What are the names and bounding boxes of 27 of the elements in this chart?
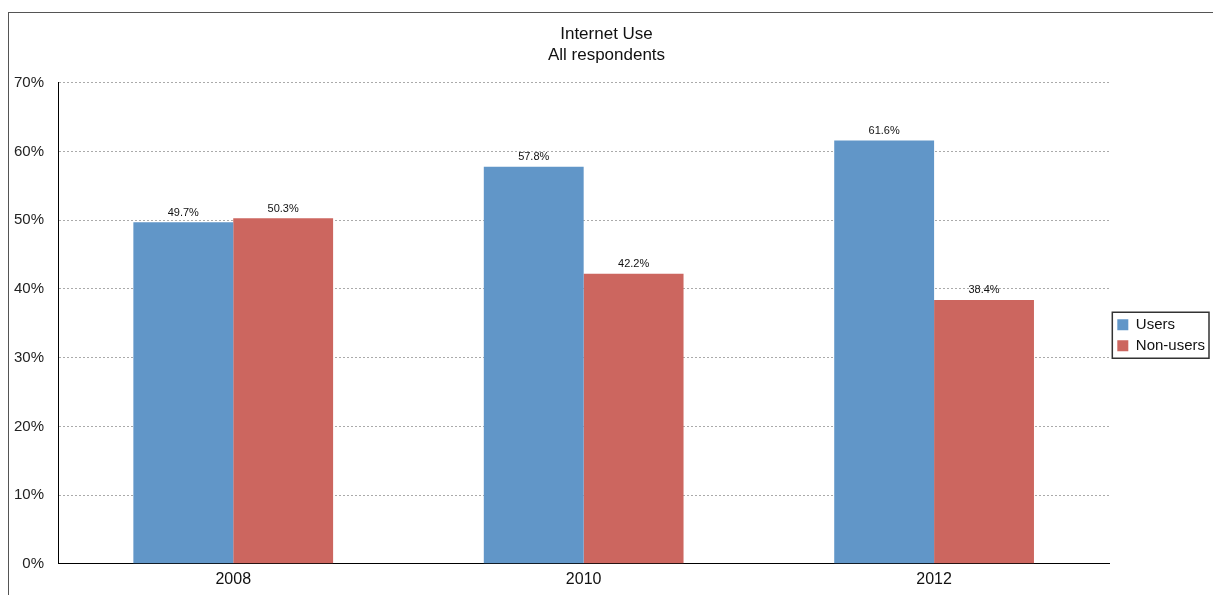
y-tick-label: 60% bbox=[13, 141, 45, 159]
x-tick-label: 2008 bbox=[215, 569, 252, 587]
data-label: 61.6% bbox=[868, 124, 900, 137]
y-tick-label: 10% bbox=[13, 485, 45, 503]
y-tick-label: 50% bbox=[13, 210, 45, 228]
x-tick-label: 2012 bbox=[916, 569, 952, 587]
x-tick-label: 2010 bbox=[565, 569, 602, 587]
bar bbox=[133, 222, 234, 564]
bar bbox=[483, 166, 584, 564]
data-label: 49.7% bbox=[167, 205, 200, 218]
legend-label: Non-users bbox=[1135, 335, 1206, 353]
y-tick-label: 70% bbox=[13, 72, 45, 90]
data-label: 42.2% bbox=[618, 257, 650, 270]
bar bbox=[583, 273, 684, 564]
legend-label: Users bbox=[1135, 314, 1175, 332]
data-label: 57.8% bbox=[518, 150, 550, 163]
y-tick-label: 0% bbox=[22, 553, 45, 571]
bar bbox=[233, 218, 334, 564]
y-tick-label: 20% bbox=[13, 416, 45, 434]
chart-subtitle: All respondents bbox=[547, 45, 666, 65]
data-label: 50.3% bbox=[267, 201, 299, 214]
y-tick-label: 40% bbox=[13, 279, 45, 297]
bar bbox=[834, 140, 935, 564]
y-tick-label: 30% bbox=[13, 347, 45, 365]
data-label: 38.4% bbox=[968, 283, 1000, 296]
chart-title: Internet Use bbox=[560, 23, 653, 43]
bar bbox=[934, 299, 1034, 564]
